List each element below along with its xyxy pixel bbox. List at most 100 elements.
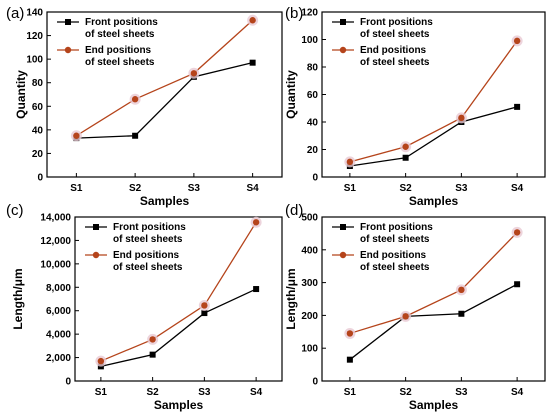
x-tick-label: S4 xyxy=(250,387,263,398)
series-point-1 xyxy=(403,155,409,161)
series-point-2 xyxy=(98,358,104,364)
x-tick-label: S2 xyxy=(129,183,142,194)
plot-frame xyxy=(322,12,545,177)
series-point-2 xyxy=(191,70,197,76)
series-point-2 xyxy=(132,96,138,102)
series-point-2 xyxy=(458,115,464,121)
x-axis-title: Samples xyxy=(409,194,459,208)
x-tick-label: S1 xyxy=(344,387,357,398)
chart-panel-2: (b) 0 20 40 60 80 100 120 S1 S2 S3 S4 Samples Quantit… xyxy=(284,5,545,208)
x-tick-label: S2 xyxy=(147,387,160,398)
y-tick-label: 60 xyxy=(32,102,44,113)
y-tick-label: 14,000 xyxy=(40,213,71,224)
x-tick-label: S3 xyxy=(455,387,468,398)
y-tick-label: 120 xyxy=(26,31,43,42)
series-point-1 xyxy=(201,310,207,316)
series-point-1 xyxy=(150,352,156,358)
y-tick-label: 0 xyxy=(37,173,43,184)
series-point-1 xyxy=(514,281,520,287)
x-tick-label: S3 xyxy=(188,183,201,194)
y-tick-label: 40 xyxy=(307,118,319,129)
x-tick-label: S4 xyxy=(511,183,524,194)
series-point-2 xyxy=(73,133,79,139)
legend-marker xyxy=(340,19,346,25)
y-tick-label: 10,000 xyxy=(40,259,71,270)
y-tick-label: 500 xyxy=(301,213,318,224)
x-tick-label: S3 xyxy=(198,387,211,398)
legend-marker xyxy=(65,19,71,25)
x-tick-label: S2 xyxy=(400,183,413,194)
legend-marker xyxy=(340,47,346,53)
y-tick-label: 400 xyxy=(301,245,318,256)
y-tick-label: 300 xyxy=(301,278,318,289)
x-tick-label: S1 xyxy=(95,387,108,398)
series-point-1 xyxy=(514,104,520,110)
series-line-1 xyxy=(101,289,256,366)
legend-label: End positions xyxy=(113,250,180,261)
x-tick-label: S3 xyxy=(455,183,468,194)
legend-label: of steel sheets xyxy=(85,29,155,40)
series-point-2 xyxy=(514,229,520,235)
series-point-2 xyxy=(347,330,353,336)
y-tick-label: 8,000 xyxy=(46,283,71,294)
legend-label: of steel sheets xyxy=(360,234,430,245)
y-tick-label: 100 xyxy=(301,344,318,355)
series-point-2 xyxy=(149,336,155,342)
series-line-2 xyxy=(350,232,517,333)
series-point-2 xyxy=(402,313,408,319)
y-axis-title: Quantity xyxy=(14,70,28,119)
x-tick-label: S2 xyxy=(400,387,413,398)
series-line-1 xyxy=(76,63,252,138)
y-tick-label: 120 xyxy=(301,8,318,19)
chart-panel-1: (a) 0 20 40 60 80 100 120 140 S1 S2 S3 S4 Samples Quan… xyxy=(6,5,282,208)
series-point-2 xyxy=(458,287,464,293)
y-tick-label: 20 xyxy=(307,145,319,156)
y-tick-label: 0 xyxy=(65,377,71,388)
legend-label: Front positions xyxy=(85,17,158,28)
series-point-1 xyxy=(458,311,464,317)
y-tick-label: 80 xyxy=(307,63,319,74)
series-point-2 xyxy=(249,17,255,23)
x-axis-title: Samples xyxy=(140,194,190,208)
y-tick-label: 4,000 xyxy=(46,330,71,341)
legend-marker xyxy=(93,224,99,230)
series-point-2 xyxy=(514,38,520,44)
y-tick-label: 6,000 xyxy=(46,306,71,317)
legend-label: of steel sheets xyxy=(113,262,183,273)
x-tick-label: S1 xyxy=(344,183,357,194)
y-axis-title: Length/μm xyxy=(284,268,298,329)
y-tick-label: 60 xyxy=(307,90,319,101)
series-line-1 xyxy=(350,284,517,359)
series-point-1 xyxy=(253,286,259,292)
series-point-2 xyxy=(347,159,353,165)
legend-label: Front positions xyxy=(360,17,433,28)
legend-label: End positions xyxy=(360,250,427,261)
chart-panel-4: (d) 0 100 200 300 400 500 S1 S2 S3 S4 Samples Length… xyxy=(284,202,545,412)
series-point-1 xyxy=(250,60,256,66)
plot-frame xyxy=(322,217,545,381)
y-tick-label: 140 xyxy=(26,8,43,19)
series-point-2 xyxy=(402,144,408,150)
legend-label: End positions xyxy=(360,45,427,56)
legend-label: Front positions xyxy=(113,222,186,233)
y-axis-title: Length/μm xyxy=(11,268,25,329)
legend-label: Front positions xyxy=(360,222,433,233)
legend-label: End positions xyxy=(85,45,152,56)
series-point-1 xyxy=(347,357,353,363)
legend-marker xyxy=(340,224,346,230)
x-tick-label: S1 xyxy=(70,183,83,194)
y-tick-label: 200 xyxy=(301,311,318,322)
series-point-1 xyxy=(132,133,138,139)
legend-label: of steel sheets xyxy=(360,262,430,273)
y-tick-label: 40 xyxy=(32,125,44,136)
x-axis-title: Samples xyxy=(409,398,459,412)
panel-label: (c) xyxy=(6,202,24,219)
legend-marker xyxy=(93,252,99,258)
x-axis-title: Samples xyxy=(154,398,204,412)
y-tick-label: 80 xyxy=(32,78,44,89)
series-point-2 xyxy=(201,302,207,308)
legend-label: of steel sheets xyxy=(85,57,155,68)
y-tick-label: 12,000 xyxy=(40,236,71,247)
series-point-2 xyxy=(253,219,259,225)
